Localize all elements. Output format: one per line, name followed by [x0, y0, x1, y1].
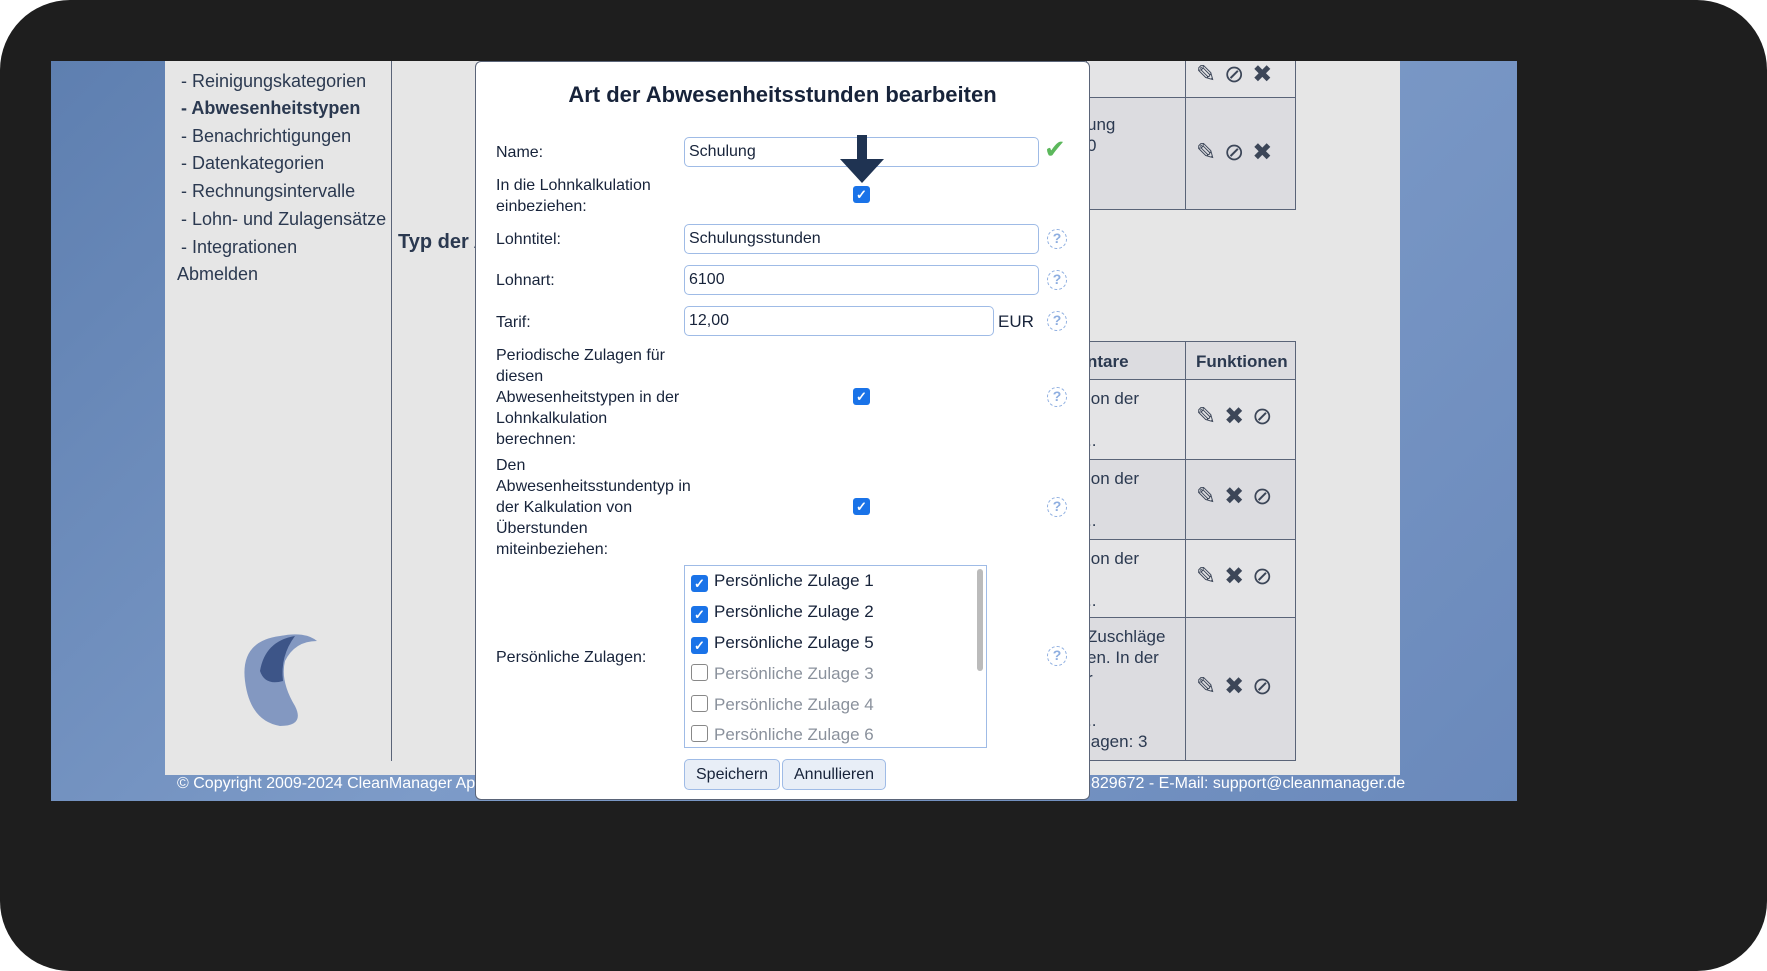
nav-rechnungsintervalle[interactable]: - Rechnungsintervalle	[181, 181, 356, 201]
wage-title-input[interactable]	[684, 224, 1039, 254]
include-payroll-checkbox[interactable]: ✓	[853, 186, 870, 203]
dialog-title: Art der Abwesenheitsstunden bearbeiten	[568, 82, 997, 107]
hide-icon[interactable]: ⊘	[1224, 61, 1245, 88]
allowances-label: Persönliche Zulagen:	[496, 649, 647, 666]
checkbox-unchecked[interactable]	[691, 664, 708, 681]
delete-icon[interactable]: ✖	[1224, 673, 1245, 700]
allowances-list[interactable]: ✓ Persönliche Zulage 1 ✓ Persönliche Zulag…	[684, 565, 987, 748]
delete-icon[interactable]: ✖	[1224, 483, 1245, 510]
allowance-item[interactable]: ✓ Persönliche Zulage 2	[691, 602, 874, 623]
checkbox-unchecked[interactable]	[691, 725, 708, 742]
nav-benachrichtigungen[interactable]: - Benachrichtigungen	[181, 126, 352, 146]
periodic-label: Periodische Zulagen für diesen Abwesenhe…	[496, 347, 680, 448]
column-header-functions: Funktionen	[1185, 341, 1296, 380]
table-cell: Zuschläge en. In der r .. lagen: 3	[1086, 617, 1186, 761]
table-cell: ion der ..	[1086, 539, 1186, 618]
edit-icon[interactable]: ✎	[1196, 61, 1217, 88]
edit-icon[interactable]: ✎	[1196, 403, 1217, 430]
nav-abmelden[interactable]: Abmelden	[177, 264, 259, 284]
sidebar-divider	[391, 61, 392, 761]
table-functions-cell: ✎ ⊘ ✖	[1185, 61, 1296, 98]
hide-icon[interactable]: ⊘	[1252, 563, 1273, 590]
edit-icon[interactable]: ✎	[1196, 563, 1217, 590]
save-button[interactable]: Speichern	[684, 759, 781, 790]
checkbox-checked[interactable]: ✓	[691, 637, 708, 654]
footer-contact: 829672 - E-Mail: support@cleanmanager.de	[1091, 775, 1406, 792]
table-cell: ung 0	[1086, 97, 1186, 210]
row-actions: ✎ ⊘ ✖	[1196, 61, 1272, 89]
scrollbar[interactable]	[977, 569, 983, 671]
arrow-down-icon	[840, 135, 884, 183]
checkbox-checked[interactable]: ✓	[691, 606, 708, 623]
hide-icon[interactable]: ⊘	[1252, 673, 1273, 700]
edit-icon[interactable]: ✎	[1196, 673, 1217, 700]
help-icon[interactable]: ?	[1047, 497, 1067, 517]
table-cell	[1086, 61, 1186, 98]
row-actions: ✎ ⊘ ✖	[1196, 138, 1272, 167]
delete-icon[interactable]: ✖	[1224, 403, 1245, 430]
rate-label: Tarif:	[496, 314, 531, 331]
table-cell: ion der ..	[1086, 379, 1186, 460]
edit-icon[interactable]: ✎	[1196, 139, 1217, 166]
allowance-item[interactable]: Persönliche Zulage 6	[691, 725, 874, 745]
allowance-item[interactable]: Persönliche Zulage 4	[691, 695, 874, 715]
delete-icon[interactable]: ✖	[1224, 563, 1245, 590]
checkbox-checked[interactable]: ✓	[691, 575, 708, 592]
cancel-button[interactable]: Annullieren	[782, 759, 887, 790]
nav-reinigungskategorien[interactable]: - Reinigungskategorien	[181, 71, 367, 91]
table-functions-cell: ✎ ✖ ⊘	[1185, 539, 1296, 618]
table-functions-cell: ✎ ✖ ⊘	[1185, 617, 1296, 761]
allowance-item[interactable]: ✓ Persönliche Zulage 5	[691, 633, 874, 654]
help-icon[interactable]: ?	[1047, 387, 1067, 407]
include-payroll-label: In die Lohnkalkulation einbeziehen:	[496, 177, 651, 215]
page-heading: Typ der A	[398, 231, 489, 253]
row-actions: ✎ ✖ ⊘	[1196, 402, 1272, 431]
overtime-checkbox[interactable]: ✓	[853, 498, 870, 515]
periodic-checkbox[interactable]: ✓	[853, 388, 870, 405]
hide-icon[interactable]: ⊘	[1252, 403, 1273, 430]
cleanmanager-logo	[244, 634, 317, 726]
overtime-label: Den Abwesenheitsstundentyp in der Kalkul…	[496, 457, 691, 558]
wage-type-input[interactable]	[684, 265, 1039, 295]
row-actions: ✎ ✖ ⊘	[1196, 562, 1272, 591]
wage-title-label: Lohntitel:	[496, 231, 561, 248]
nav-datenkategorien[interactable]: - Datenkategorien	[181, 153, 325, 173]
table-functions-cell: ✎ ⊘ ✖	[1185, 97, 1296, 210]
help-icon[interactable]: ?	[1047, 270, 1067, 290]
valid-check-icon: ✔	[1044, 134, 1066, 164]
delete-icon[interactable]: ✖	[1252, 61, 1273, 88]
rate-input[interactable]	[684, 306, 994, 336]
footer-copyright: © Copyright 2009-2024 CleanManager ApS	[177, 775, 486, 792]
help-icon[interactable]: ?	[1047, 311, 1067, 331]
nav-lohn-zulagensaetze[interactable]: - Lohn- und Zulagensätze	[181, 209, 387, 229]
table-cell: ion der ..	[1086, 459, 1186, 540]
currency-unit: EUR	[998, 312, 1034, 331]
table-functions-cell: ✎ ✖ ⊘	[1185, 459, 1296, 540]
nav-integrationen[interactable]: - Integrationen	[181, 237, 298, 257]
help-icon[interactable]: ?	[1047, 646, 1067, 666]
nav-abwesenheitstypen[interactable]: - Abwesenheitstypen	[181, 98, 361, 118]
hide-icon[interactable]: ⊘	[1224, 139, 1245, 166]
allowance-item[interactable]: Persönliche Zulage 3	[691, 664, 874, 684]
hide-icon[interactable]: ⊘	[1252, 483, 1273, 510]
allowance-item[interactable]: ✓ Persönliche Zulage 1	[691, 571, 874, 592]
row-actions: ✎ ✖ ⊘	[1196, 672, 1272, 701]
delete-icon[interactable]: ✖	[1252, 139, 1273, 166]
row-actions: ✎ ✖ ⊘	[1196, 482, 1272, 511]
edit-icon[interactable]: ✎	[1196, 483, 1217, 510]
wage-type-label: Lohnart:	[496, 272, 555, 289]
name-label: Name:	[496, 144, 544, 161]
column-header-comments: ntare	[1086, 341, 1186, 380]
checkbox-unchecked[interactable]	[691, 695, 708, 712]
help-icon[interactable]: ?	[1047, 229, 1067, 249]
edit-absence-type-dialog: Art der Abwesenheitsstunden bearbeiten N…	[475, 61, 1090, 800]
table-functions-cell: ✎ ✖ ⊘	[1185, 379, 1296, 460]
